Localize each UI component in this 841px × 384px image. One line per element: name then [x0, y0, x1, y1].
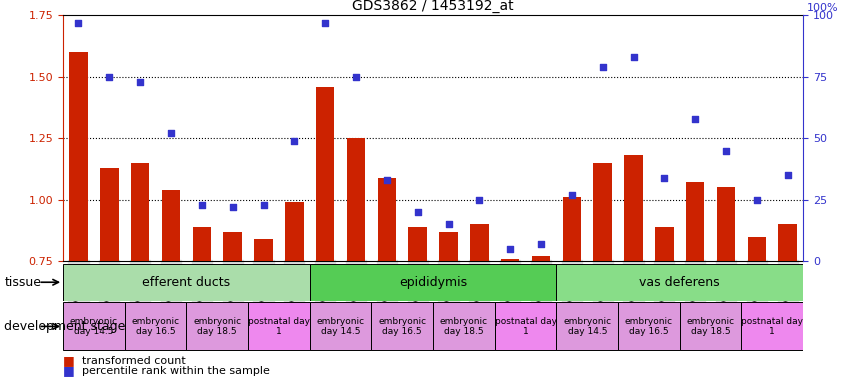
Bar	[124, 303, 187, 350]
Text: embryonic
day 16.5: embryonic day 16.5	[131, 317, 180, 336]
Point	[319, 20, 332, 26]
Text: development stage: development stage	[4, 320, 125, 333]
Bar	[100, 168, 119, 384]
Point	[627, 54, 640, 60]
Bar	[748, 237, 766, 384]
Text: embryonic
day 18.5: embryonic day 18.5	[440, 317, 488, 336]
Bar	[557, 303, 618, 350]
Point	[195, 202, 209, 208]
Bar	[624, 156, 643, 384]
Text: embryonic
day 18.5: embryonic day 18.5	[193, 317, 241, 336]
Point	[226, 204, 240, 210]
Text: postnatal day
1: postnatal day 1	[741, 317, 803, 336]
Bar	[655, 227, 674, 384]
Bar	[372, 303, 433, 350]
Bar	[470, 224, 489, 384]
Text: embryonic
day 14.5: embryonic day 14.5	[563, 317, 611, 336]
Bar	[563, 197, 581, 384]
Bar	[254, 239, 272, 384]
Point	[257, 202, 270, 208]
Bar	[63, 264, 309, 301]
Point	[349, 74, 362, 80]
Text: embryonic
day 14.5: embryonic day 14.5	[316, 317, 365, 336]
Bar	[495, 303, 557, 350]
Bar	[439, 232, 458, 384]
Bar	[779, 224, 797, 384]
Text: vas deferens: vas deferens	[639, 276, 720, 289]
Bar	[193, 227, 211, 384]
Point	[411, 209, 425, 215]
Point	[719, 147, 733, 154]
Bar	[742, 303, 803, 350]
Text: transformed count: transformed count	[82, 356, 185, 366]
Point	[473, 197, 486, 203]
Bar	[618, 303, 680, 350]
Bar	[309, 264, 557, 301]
Text: postnatal day
1: postnatal day 1	[495, 317, 557, 336]
Point	[534, 241, 547, 247]
Text: ■: ■	[63, 364, 75, 377]
Bar	[316, 87, 335, 384]
Bar	[285, 202, 304, 384]
Bar	[346, 138, 365, 384]
Point	[134, 79, 147, 85]
Point	[596, 64, 610, 70]
Bar	[63, 303, 124, 350]
Text: efferent ducts: efferent ducts	[142, 276, 230, 289]
Bar	[594, 163, 612, 384]
Point	[164, 130, 177, 136]
Point	[71, 20, 85, 26]
Bar	[309, 303, 372, 350]
Text: tissue: tissue	[4, 276, 41, 289]
Bar	[717, 187, 735, 384]
Point	[781, 172, 795, 178]
Bar	[433, 303, 495, 350]
Text: postnatal day
1: postnatal day 1	[248, 317, 310, 336]
Bar	[224, 232, 242, 384]
Title: GDS3862 / 1453192_at: GDS3862 / 1453192_at	[352, 0, 514, 13]
Bar	[409, 227, 427, 384]
Point	[442, 221, 455, 227]
Text: embryonic
day 16.5: embryonic day 16.5	[625, 317, 673, 336]
Point	[504, 246, 517, 252]
Text: percentile rank within the sample: percentile rank within the sample	[82, 366, 269, 376]
Point	[565, 192, 579, 198]
Bar	[161, 190, 180, 384]
Bar	[248, 303, 309, 350]
Bar	[686, 182, 705, 384]
Bar	[378, 177, 396, 384]
Bar	[69, 52, 87, 384]
Bar	[501, 259, 520, 384]
Bar	[557, 264, 803, 301]
Point	[689, 116, 702, 122]
Point	[380, 177, 394, 183]
Text: embryonic
day 14.5: embryonic day 14.5	[70, 317, 118, 336]
Bar	[187, 303, 248, 350]
Bar	[680, 303, 742, 350]
Text: 100%: 100%	[807, 3, 839, 13]
Point	[750, 197, 764, 203]
Text: embryonic
day 18.5: embryonic day 18.5	[686, 317, 735, 336]
Point	[103, 74, 116, 80]
Point	[658, 174, 671, 180]
Bar	[131, 163, 150, 384]
Text: epididymis: epididymis	[399, 276, 468, 289]
Text: ■: ■	[63, 354, 75, 367]
Point	[288, 137, 301, 144]
Bar	[532, 256, 550, 384]
Text: embryonic
day 16.5: embryonic day 16.5	[378, 317, 426, 336]
